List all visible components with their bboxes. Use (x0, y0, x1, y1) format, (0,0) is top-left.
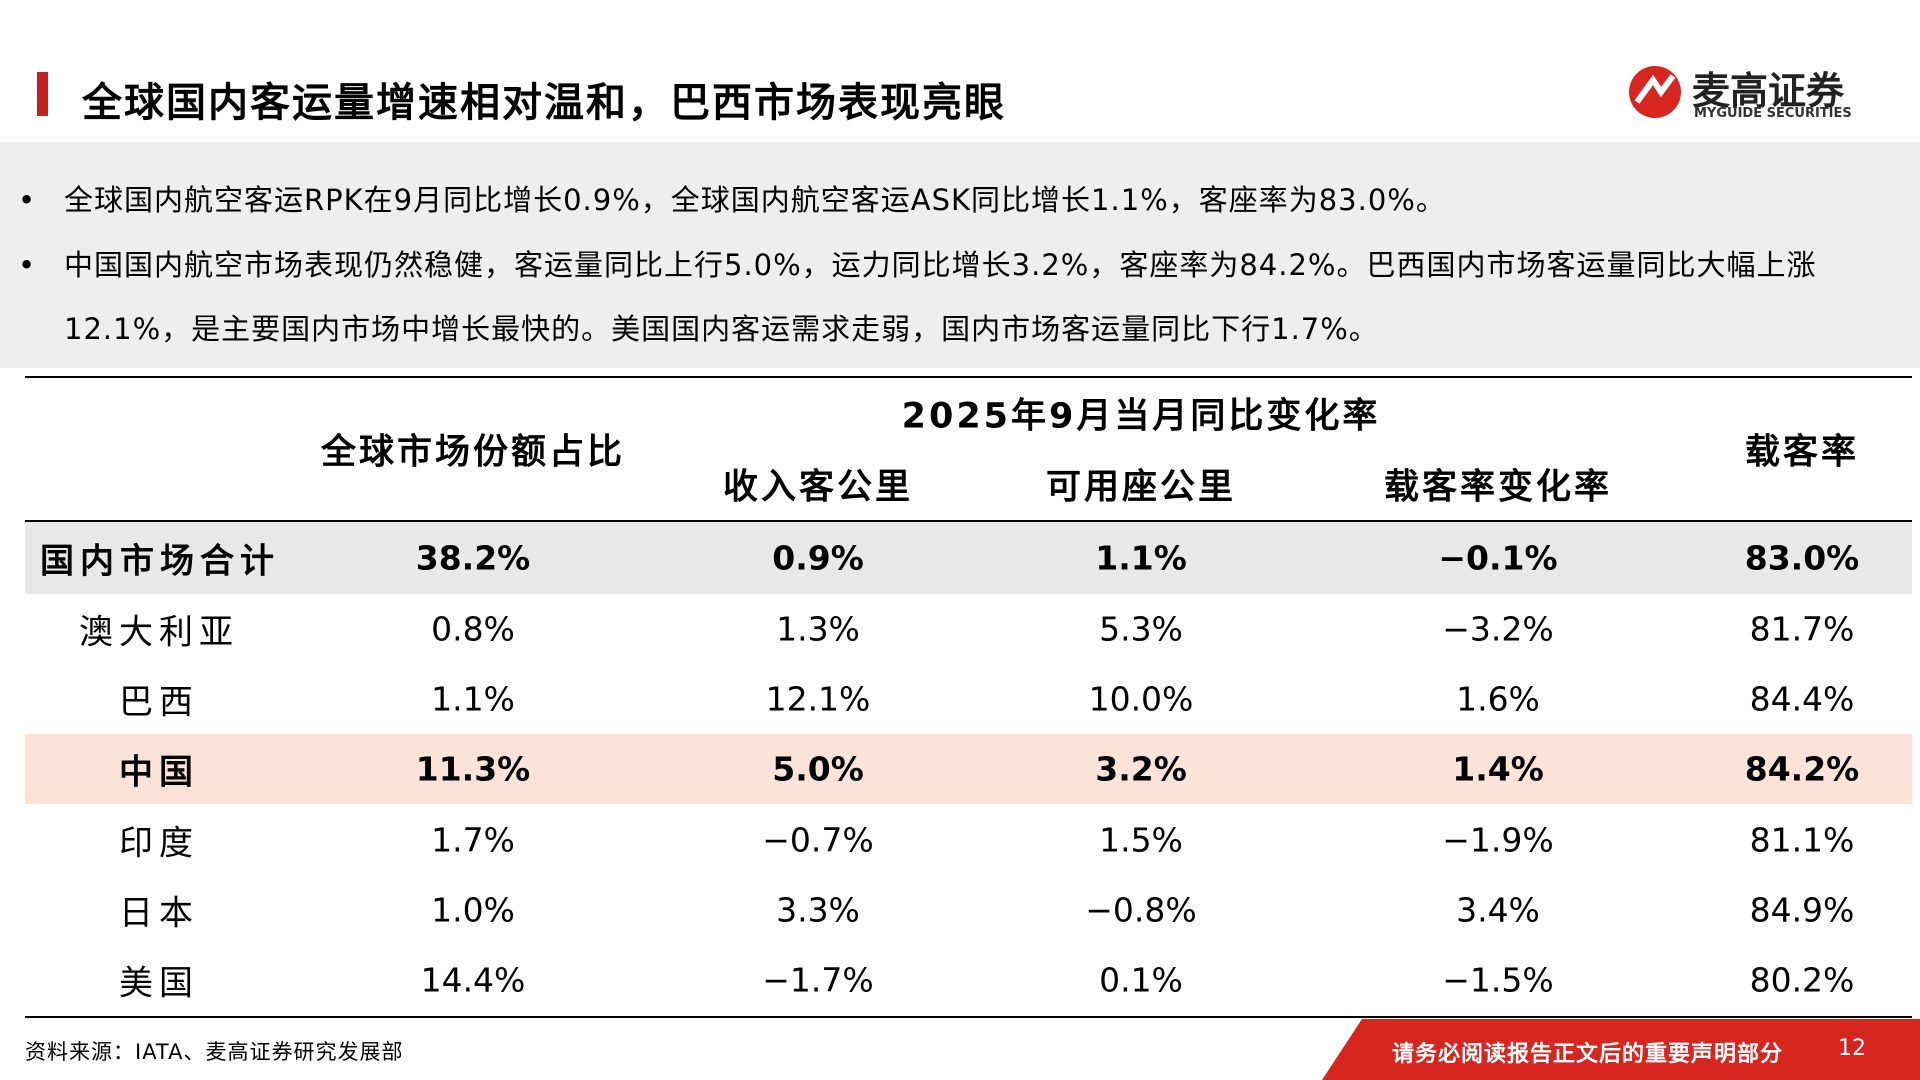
logo-icon (1629, 66, 1681, 118)
rule (25, 1016, 1912, 1018)
rule (25, 376, 1912, 378)
row-label: 日本 (119, 893, 199, 934)
disclaimer: 请务必阅读报告正文后的重要声明部分 (1392, 1042, 1784, 1067)
cell: 38.2% (415, 538, 531, 578)
cell: 3.4% (1456, 890, 1540, 930)
cell: 1.4% (1452, 749, 1544, 789)
rule (25, 520, 1912, 522)
column-header: 可用座公里 (1045, 467, 1237, 508)
cell: −1.9% (1442, 820, 1554, 860)
column-header: 收入客公里 (722, 467, 914, 508)
cell: 84.2% (1744, 749, 1860, 789)
title-bar (37, 72, 48, 116)
cell: −0.7% (762, 820, 874, 860)
group-header: 2025年9月当月同比变化率 (901, 396, 1381, 437)
cell: −1.7% (762, 960, 874, 1000)
logo-subtext: MYGUIDE SECURITIES (1694, 106, 1852, 121)
row-label: 巴西 (119, 682, 199, 723)
cell: 0.8% (431, 609, 515, 649)
row-label: 中国 (119, 752, 199, 793)
cell: 81.7% (1749, 609, 1855, 649)
row-label: 澳大利亚 (79, 612, 239, 653)
cell: 14.4% (420, 960, 526, 1000)
source: 资料来源：IATA、麦高证券研究发展部 (25, 1040, 404, 1064)
cell: 1.6% (1456, 679, 1540, 719)
bullet-text: 全球国内航空客运RPK在9月同比增长0.9%，全球国内航空客运ASK同比增长1.… (64, 183, 1446, 217)
cell: 83.0% (1744, 538, 1860, 578)
row-bg (25, 734, 1912, 804)
cell: 11.3% (415, 749, 531, 789)
cell: 0.9% (772, 538, 864, 578)
row-label: 美国 (119, 963, 199, 1004)
cell: −0.8% (1085, 890, 1197, 930)
bullet-text: 中国国内航空市场表现仍然稳健，客运量同比上行5.0%，运力同比增长3.2%，客座… (64, 248, 1817, 346)
bullet: • 中国国内航空市场表现仍然稳健，客运量同比上行5.0%，运力同比增长3.2%，客… (18, 233, 1908, 361)
column-header: 载客率 (1744, 432, 1860, 473)
logo-text: 麦高证券 (1692, 69, 1845, 113)
cell: −1.5% (1442, 960, 1554, 1000)
bullet: • 全球国内航空客运RPK在9月同比增长0.9%，全球国内航空客运ASK同比增长1… (18, 168, 1908, 232)
column-header: 载客率变化率 (1383, 467, 1613, 508)
row-bg (25, 520, 1912, 594)
cell: 84.9% (1749, 890, 1855, 930)
page-number: 12 (1838, 1036, 1866, 1061)
cell: 1.1% (431, 679, 515, 719)
cell: 3.2% (1095, 749, 1187, 789)
cell: −3.2% (1442, 609, 1554, 649)
column-header: 全球市场份额占比 (320, 432, 626, 473)
cell: 5.3% (1099, 609, 1183, 649)
cell: 1.5% (1099, 820, 1183, 860)
title: 全球国内客运量增速相对温和，巴西市场表现亮眼 (82, 80, 1006, 126)
cell: 81.1% (1749, 820, 1855, 860)
cell: 1.7% (431, 820, 515, 860)
cell: 1.0% (431, 890, 515, 930)
cell: 3.3% (776, 890, 860, 930)
cell: −0.1% (1438, 538, 1558, 578)
cell: 5.0% (772, 749, 864, 789)
cell: 1.1% (1095, 538, 1187, 578)
cell: 0.1% (1099, 960, 1183, 1000)
cell: 1.3% (776, 609, 860, 649)
cell: 10.0% (1088, 679, 1194, 719)
cell: 80.2% (1749, 960, 1855, 1000)
cell: 84.4% (1749, 679, 1855, 719)
footer-band (1322, 1019, 1920, 1080)
row-label: 国内市场合计 (40, 541, 280, 582)
summary-box (0, 142, 1920, 368)
row-label: 印度 (119, 823, 199, 864)
cell: 12.1% (765, 679, 871, 719)
